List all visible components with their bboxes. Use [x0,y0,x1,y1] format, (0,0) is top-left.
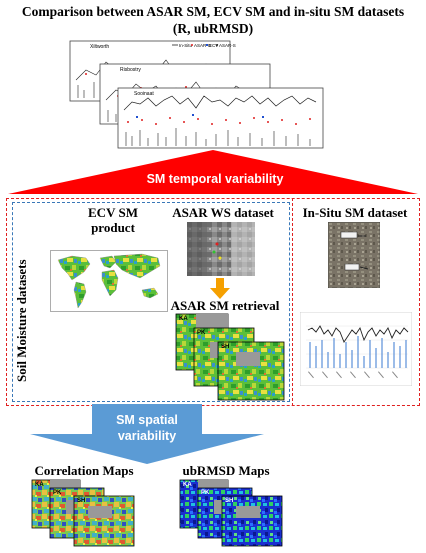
asar-ws-label: ASAR WS dataset [172,205,274,220]
orange-down-arrow [210,278,230,299]
asar-retrieval-maps: KA PK SH [174,312,288,402]
ub-tag-sh: SH [225,498,234,504]
timeseries-legend: In-Situ ASAR-G ECV ASAR-S [172,43,236,48]
timeseries-plots: Xiltworth Risbostry Sooinaat In-Situ ASA… [69,40,324,149]
satellite-blue-box [12,202,290,402]
corr-tag-sh: SH [77,498,86,504]
temporal-arrow-label: SM temporal variability [146,172,284,186]
ub-tag-pk: PK [201,490,210,496]
ubrmsd-maps-label: ubRMSD Maps [182,463,270,478]
asar-ws-image [187,222,255,276]
correlation-maps-label: Correlation Maps [34,463,134,478]
insitu-label: In-Situ SM dataset [302,205,408,220]
legend-item-3: ECV [209,43,218,48]
asar-retrieval-map-stack [175,313,285,401]
legend-item-2: ASAR-G [194,43,212,48]
title-line-1: Comparison between ASAR SM, ECV SM and i… [21,4,405,19]
spatial-arrow-label-line-1: SM spatial [116,413,178,427]
ub-tag-ka: KA [183,482,192,488]
timeseries-plot-3 [117,87,324,149]
spatial-arrow-label: SM spatial variability [92,412,202,444]
spatial-arrow [30,404,264,464]
timeseries-stack: Xiltworth Risbostry Sooinaat In-Situ ASA… [66,40,326,150]
legend-item-1: In-Situ [179,43,193,48]
asar-tag-pk: PK [197,330,206,336]
ubrmsd-map-stack [179,479,283,547]
insitu-divider [292,198,293,406]
ecv-label-line-1: ECV SM [88,205,138,220]
insitu-photo [328,222,380,288]
insitu-timeseries-chart [300,312,412,386]
title-line-2: (R, ubRMSD) [172,21,254,36]
correlation-maps: KA PK SH [30,478,140,548]
asar-retrieval-label: ASAR SM retrieval [170,298,280,313]
figure-title: Comparison between ASAR SM, ECV SM and i… [0,3,426,37]
datasets-red-box [6,198,420,406]
ub-map-sh [221,495,283,547]
asar-map-sh [217,341,285,401]
ecv-label-line-2: product [91,220,135,235]
corr-tag-pk: PK [53,490,62,496]
temporal-arrow [8,150,418,194]
corr-tag-ka: KA [35,482,44,488]
plot-name-3: Sooinaat [134,91,154,97]
ubrmsd-maps: KA PK SH [178,478,288,548]
ecv-world-map [50,250,168,312]
spatial-arrow-label-line-2: variability [117,429,177,443]
plot-name-2: Risbostry [120,67,141,73]
soil-moisture-side-label: Soil Moisture datasets [14,259,29,382]
legend-item-4: ASAR-S [219,43,236,48]
ecv-label: ECV SM product [66,205,160,235]
asar-tag-ka: KA [179,316,188,322]
correlation-map-stack [31,479,135,547]
plot-name-1: Xiltworth [90,44,109,50]
corr-map-sh [73,495,135,547]
asar-tag-sh: SH [221,344,230,350]
